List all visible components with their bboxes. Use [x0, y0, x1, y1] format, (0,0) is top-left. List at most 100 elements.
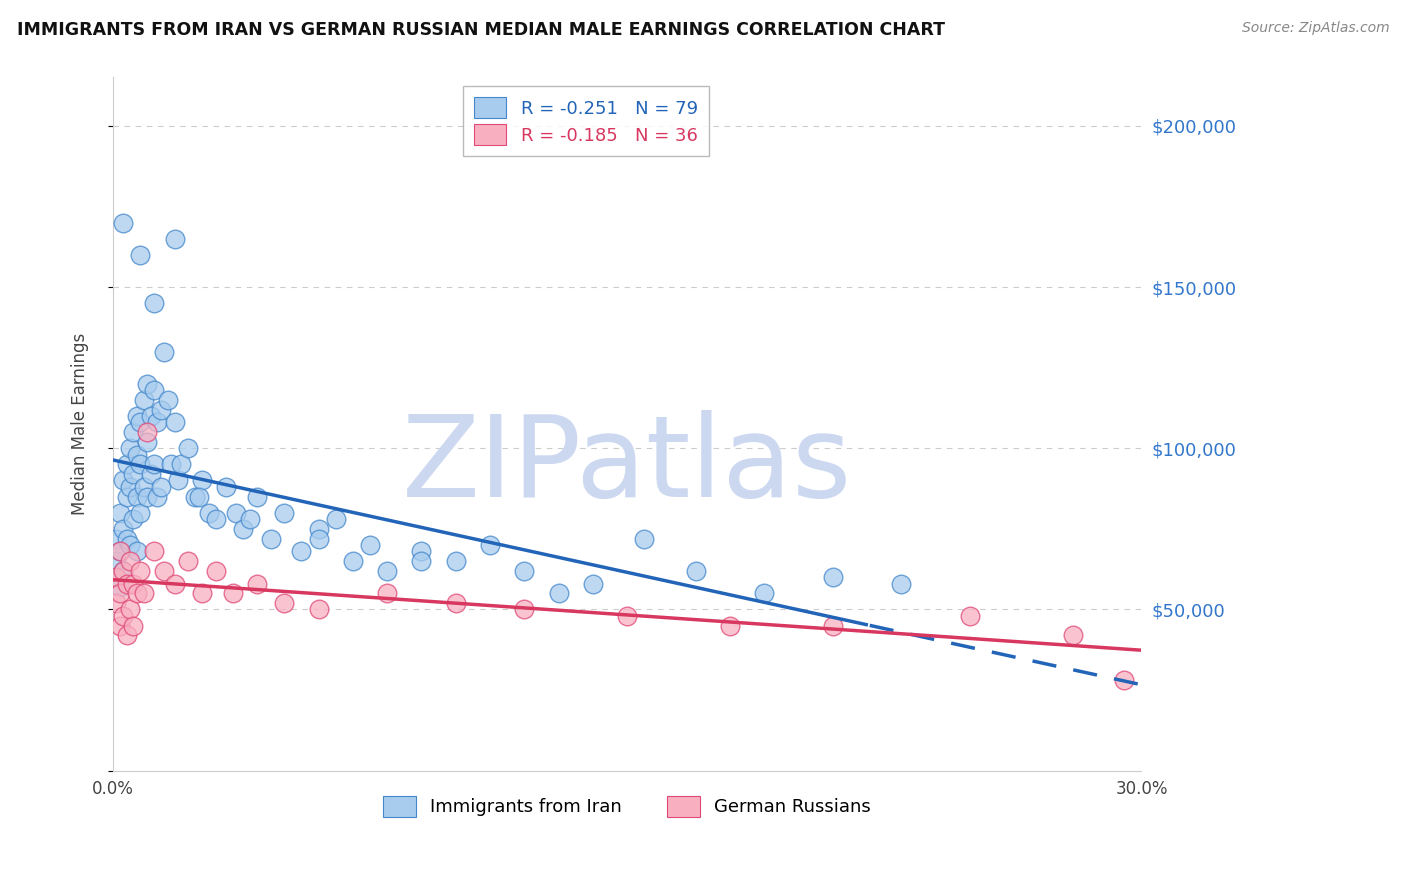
Point: [204, 564, 226, 578]
Point: [246, 576, 269, 591]
Point: [177, 442, 200, 456]
Point: [122, 618, 145, 632]
Point: [239, 512, 262, 526]
Point: [170, 458, 193, 472]
Point: [633, 532, 655, 546]
Point: [105, 554, 128, 568]
Point: [204, 512, 226, 526]
Point: [198, 506, 221, 520]
Point: [139, 467, 162, 481]
Legend: Immigrants from Iran, German Russians: Immigrants from Iran, German Russians: [377, 789, 879, 824]
Point: [139, 409, 162, 423]
Point: [143, 458, 166, 472]
Point: [108, 506, 131, 520]
Point: [118, 442, 141, 456]
Point: [129, 458, 152, 472]
Text: ZIPatlas: ZIPatlas: [402, 410, 852, 521]
Point: [129, 506, 152, 520]
Point: [479, 538, 502, 552]
Point: [115, 490, 138, 504]
Point: [187, 490, 209, 504]
Point: [122, 512, 145, 526]
Point: [153, 564, 176, 578]
Point: [108, 544, 131, 558]
Point: [225, 506, 247, 520]
Point: [149, 480, 172, 494]
Point: [136, 376, 159, 391]
Point: [112, 215, 135, 229]
Point: [273, 506, 295, 520]
Point: [259, 532, 281, 546]
Point: [105, 596, 128, 610]
Point: [125, 490, 148, 504]
Point: [616, 608, 638, 623]
Point: [122, 467, 145, 481]
Point: [1062, 628, 1084, 642]
Point: [112, 608, 135, 623]
Point: [821, 570, 844, 584]
Point: [959, 608, 981, 623]
Point: [411, 544, 433, 558]
Point: [375, 586, 398, 600]
Point: [215, 480, 238, 494]
Point: [149, 402, 172, 417]
Point: [136, 490, 159, 504]
Point: [118, 538, 141, 552]
Point: [547, 586, 569, 600]
Point: [160, 458, 183, 472]
Point: [191, 474, 214, 488]
Point: [273, 596, 295, 610]
Point: [163, 416, 186, 430]
Point: [163, 232, 186, 246]
Point: [359, 538, 381, 552]
Point: [129, 564, 152, 578]
Point: [308, 532, 330, 546]
Point: [290, 544, 312, 558]
Point: [136, 425, 159, 439]
Point: [112, 564, 135, 578]
Point: [411, 554, 433, 568]
Point: [163, 576, 186, 591]
Point: [513, 564, 536, 578]
Point: [136, 434, 159, 449]
Point: [167, 474, 190, 488]
Point: [115, 458, 138, 472]
Point: [232, 522, 254, 536]
Point: [105, 532, 128, 546]
Point: [582, 576, 605, 591]
Point: [115, 628, 138, 642]
Point: [132, 586, 155, 600]
Point: [146, 490, 169, 504]
Y-axis label: Median Male Earnings: Median Male Earnings: [72, 333, 89, 516]
Point: [132, 392, 155, 407]
Point: [308, 522, 330, 536]
Point: [308, 602, 330, 616]
Point: [125, 586, 148, 600]
Point: [105, 570, 128, 584]
Point: [153, 344, 176, 359]
Point: [122, 425, 145, 439]
Point: [108, 618, 131, 632]
Point: [108, 586, 131, 600]
Point: [125, 409, 148, 423]
Point: [184, 490, 207, 504]
Point: [143, 383, 166, 397]
Point: [112, 522, 135, 536]
Point: [115, 576, 138, 591]
Point: [146, 416, 169, 430]
Point: [754, 586, 776, 600]
Point: [118, 602, 141, 616]
Point: [191, 586, 214, 600]
Point: [890, 576, 912, 591]
Point: [821, 618, 844, 632]
Point: [132, 480, 155, 494]
Point: [177, 554, 200, 568]
Point: [118, 554, 141, 568]
Point: [246, 490, 269, 504]
Point: [122, 576, 145, 591]
Point: [115, 532, 138, 546]
Point: [108, 580, 131, 594]
Point: [108, 544, 131, 558]
Point: [444, 554, 467, 568]
Point: [143, 296, 166, 310]
